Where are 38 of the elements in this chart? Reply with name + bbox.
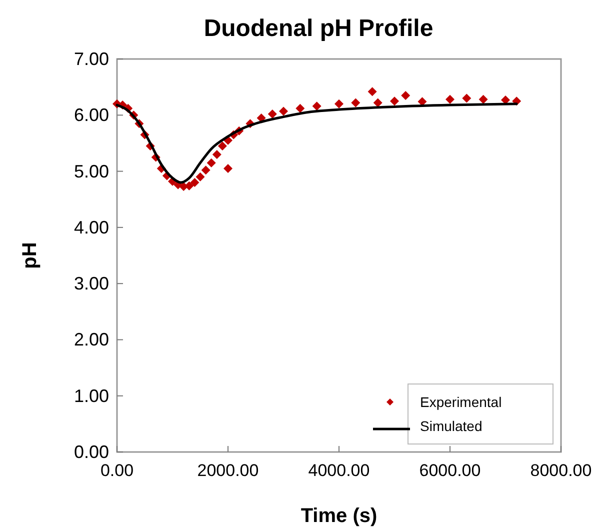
y-tick-label: 6.00 — [74, 105, 109, 126]
x-tick-label: 6000.00 — [419, 461, 481, 480]
x-tick-label: 2000.00 — [197, 461, 259, 480]
point — [218, 142, 227, 151]
y-axis-title: pH — [19, 242, 41, 269]
point — [279, 106, 288, 116]
point — [312, 102, 322, 111]
point — [206, 158, 216, 168]
point — [351, 98, 360, 108]
point — [268, 110, 277, 119]
point — [196, 172, 205, 182]
point — [478, 94, 488, 104]
y-tick-label: 3.00 — [74, 274, 109, 294]
point — [390, 96, 399, 106]
y-tick-label: 2.00 — [74, 330, 109, 350]
x-tick-label: 8000.00 — [530, 461, 592, 480]
point — [334, 99, 344, 108]
y-tick-label: 5.00 — [74, 161, 109, 182]
point — [368, 87, 377, 96]
y-tick-label: 1.00 — [74, 386, 109, 406]
point — [201, 166, 210, 175]
point — [462, 94, 472, 103]
point — [401, 90, 410, 100]
y-tick-label: 7.00 — [74, 49, 109, 69]
x-axis-title: Time (s) — [300, 505, 378, 527]
point — [212, 150, 222, 159]
y-tick-label: 0.00 — [74, 442, 109, 462]
point — [224, 164, 232, 173]
chart-title: Duodenal pH Profile — [204, 15, 434, 42]
point — [446, 94, 454, 104]
point — [373, 98, 382, 108]
point — [190, 178, 200, 188]
legend-label: Experimental — [420, 394, 502, 410]
legend-label: Simulated — [420, 418, 482, 434]
point — [296, 104, 305, 113]
x-tick-label: 0.00 — [100, 461, 134, 480]
x-tick-label: 4000.00 — [308, 461, 370, 480]
y-tick-label: 4.00 — [74, 217, 109, 238]
